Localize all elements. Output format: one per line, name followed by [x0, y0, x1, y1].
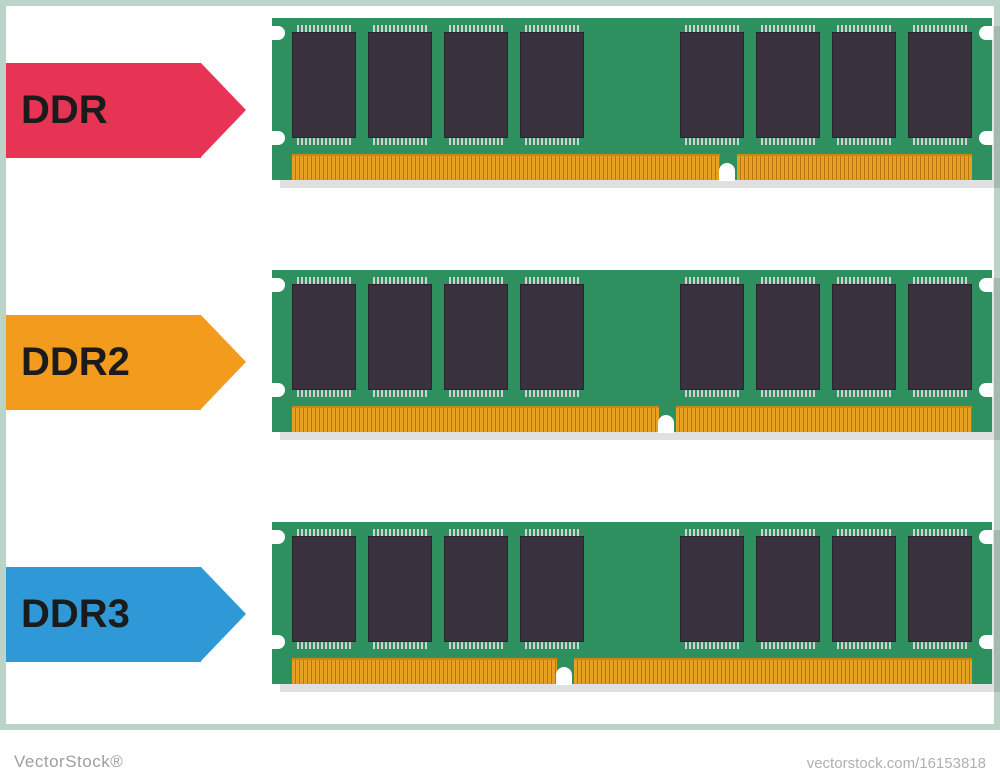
- chip-group: [680, 536, 972, 646]
- label-arrow: DDR3: [6, 567, 246, 662]
- label-arrow: DDR2: [6, 315, 246, 410]
- pcb: [272, 270, 992, 432]
- watermark: VectorStock®: [14, 752, 123, 772]
- ram-module: [272, 18, 992, 188]
- chip-group: [680, 284, 972, 394]
- gold-contacts: [292, 154, 972, 180]
- key-notch: [719, 163, 735, 181]
- memory-chip: [444, 32, 508, 138]
- memory-chip: [832, 32, 896, 138]
- memory-chip: [832, 536, 896, 642]
- gold-contacts: [292, 658, 972, 684]
- pcb: [272, 18, 992, 180]
- pcb: [272, 522, 992, 684]
- memory-row-ddr: DDR: [0, 18, 1000, 203]
- memory-chip: [368, 536, 432, 642]
- memory-chip: [368, 32, 432, 138]
- memory-chip: [756, 32, 820, 138]
- ram-module: [272, 270, 992, 440]
- memory-chip: [756, 536, 820, 642]
- label-arrow: DDR: [6, 63, 246, 158]
- memory-row-ddr2: DDR2: [0, 270, 1000, 455]
- memory-chip: [908, 32, 972, 138]
- key-notch: [658, 415, 674, 433]
- memory-chip: [520, 284, 584, 390]
- chip-row: [292, 32, 972, 142]
- chip-group: [292, 536, 584, 646]
- key-notch: [556, 667, 572, 685]
- memory-chip: [680, 284, 744, 390]
- chip-group: [292, 32, 584, 142]
- image-id: vectorstock.com/16153818: [807, 755, 986, 772]
- memory-chip: [832, 284, 896, 390]
- memory-chip: [292, 284, 356, 390]
- arrow-label-text: DDR3: [21, 567, 130, 662]
- memory-row-ddr3: DDR3: [0, 522, 1000, 707]
- chip-group: [680, 32, 972, 142]
- arrow-label-text: DDR: [21, 63, 108, 158]
- chip-row: [292, 284, 972, 394]
- memory-chip: [520, 536, 584, 642]
- arrow-label-text: DDR2: [21, 315, 130, 410]
- memory-chip: [292, 32, 356, 138]
- memory-chip: [520, 32, 584, 138]
- ram-module: [272, 522, 992, 692]
- memory-chip: [680, 536, 744, 642]
- gold-contacts: [292, 406, 972, 432]
- memory-chip: [908, 536, 972, 642]
- chip-row: [292, 536, 972, 646]
- memory-chip: [444, 536, 508, 642]
- memory-chip: [680, 32, 744, 138]
- memory-chip: [756, 284, 820, 390]
- memory-chip: [368, 284, 432, 390]
- memory-chip: [444, 284, 508, 390]
- chip-group: [292, 284, 584, 394]
- memory-chip: [292, 536, 356, 642]
- memory-chip: [908, 284, 972, 390]
